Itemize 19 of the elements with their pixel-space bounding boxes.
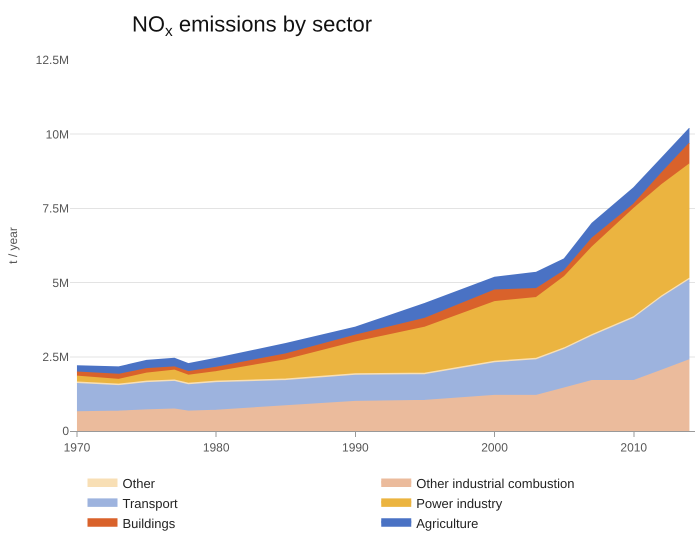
legend-label: Other — [122, 476, 156, 492]
x-tick-label: 2000 — [481, 440, 508, 454]
x-tick-label: 2010 — [620, 440, 648, 454]
y-tick-label: 7.5M — [42, 202, 69, 216]
y-tick-label: 12.5M — [36, 53, 69, 68]
y-tick-label: 10M — [46, 127, 70, 142]
y-tick-label: 2.5M — [42, 350, 69, 364]
y-tick-label: 5M — [52, 276, 69, 290]
legend-label: Power industry — [416, 496, 503, 511]
chart-title: NO$_{x}$ emissions by sector — [132, 12, 372, 40]
legend-label: Buildings — [122, 516, 176, 531]
x-tick-label: 1980 — [202, 440, 230, 454]
legend-label: Other industrial combustion — [416, 476, 574, 492]
legend-label: Transport — [122, 496, 178, 511]
x-tick-label: 1990 — [342, 440, 370, 454]
legend-label: Agriculture — [416, 516, 478, 531]
y-tick-label: 0 — [62, 424, 70, 438]
x-tick-label: 1970 — [64, 440, 91, 454]
y-axis-title: t / year — [6, 227, 20, 264]
